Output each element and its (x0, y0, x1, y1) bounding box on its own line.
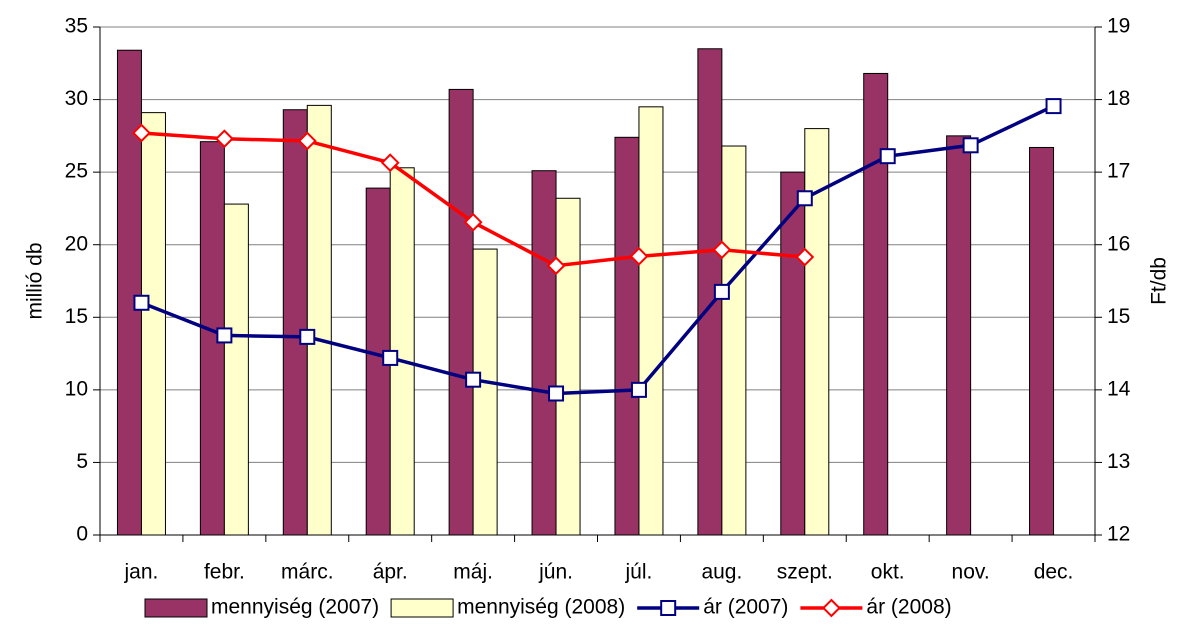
point (465, 371, 482, 388)
legend-marker (660, 600, 677, 616)
x-tick-label: febr. (204, 561, 245, 584)
y-tick-label: 10 (65, 377, 88, 400)
x-tick-label: jan. (124, 561, 159, 584)
bar (448, 88, 474, 536)
x-tick-label: máj. (453, 561, 493, 584)
y2-tick-label: 17 (1107, 160, 1130, 183)
bar (223, 203, 249, 536)
point (712, 240, 732, 260)
point (380, 153, 400, 173)
point (216, 327, 233, 344)
legend-swatch (144, 598, 208, 618)
point (795, 247, 815, 267)
point (630, 381, 647, 398)
legend-marker (821, 598, 841, 618)
point (297, 131, 317, 151)
point (796, 190, 813, 207)
y2-tick-label: 13 (1107, 450, 1130, 473)
point (879, 148, 896, 165)
x-tick-label: ápr. (373, 561, 408, 584)
y-tick-label: 0 (76, 523, 88, 546)
line (140, 104, 1055, 396)
y-tick-label: 5 (76, 450, 88, 473)
bar (780, 171, 806, 536)
x-tick-label: jún. (538, 561, 573, 584)
point (629, 246, 649, 266)
legend-label: ár (2007) (703, 596, 788, 619)
point (463, 212, 483, 232)
bar (282, 109, 308, 536)
point (132, 123, 151, 143)
y2-axis-label: Ft/db (1148, 257, 1171, 305)
x-tick-label: szept. (777, 561, 833, 584)
x-tick-label: márc. (281, 561, 334, 584)
bar (1029, 146, 1055, 536)
x-tick-label: júl. (625, 561, 653, 584)
y2-tick-label: 18 (1107, 87, 1130, 110)
bar (638, 106, 664, 536)
y-axis-label: millió db (24, 242, 47, 319)
y2-tick-label: 15 (1107, 305, 1130, 328)
y2-tick-label: 14 (1107, 377, 1131, 400)
y-tick-label: 25 (65, 160, 88, 183)
bar (614, 136, 640, 536)
bar (472, 248, 498, 536)
point (962, 137, 979, 154)
y2-tick-label: 12 (1107, 523, 1130, 546)
bar (116, 49, 142, 536)
bar (721, 145, 747, 536)
bar (306, 104, 332, 536)
point (214, 129, 234, 149)
bar (555, 197, 581, 536)
y-tick-label: 15 (65, 305, 88, 328)
x-tick-label: okt. (871, 561, 905, 584)
legend-label: mennyiség (2008) (457, 596, 625, 619)
y-tick-label: 35 (65, 15, 88, 38)
point (546, 256, 566, 276)
legend-label: ár (2008) (866, 596, 951, 619)
point (548, 385, 565, 402)
bar (531, 170, 557, 536)
point (382, 349, 399, 366)
y2-tick-label: 16 (1107, 232, 1130, 255)
point (299, 328, 316, 345)
y-tick-label: 20 (65, 232, 88, 255)
legend-label: mennyiség (2007) (211, 596, 379, 619)
point (133, 294, 150, 311)
bar (863, 72, 889, 536)
x-tick-label: dec. (1034, 561, 1074, 584)
x-tick-label: nov. (952, 561, 990, 584)
bar (140, 112, 166, 536)
x-tick-label: aug. (701, 561, 742, 584)
y2-tick-label: 19 (1107, 15, 1130, 38)
bar (946, 135, 972, 536)
legend-swatch (390, 598, 454, 618)
y-tick-label: 30 (65, 87, 88, 110)
point (1045, 98, 1062, 115)
point (713, 283, 730, 300)
